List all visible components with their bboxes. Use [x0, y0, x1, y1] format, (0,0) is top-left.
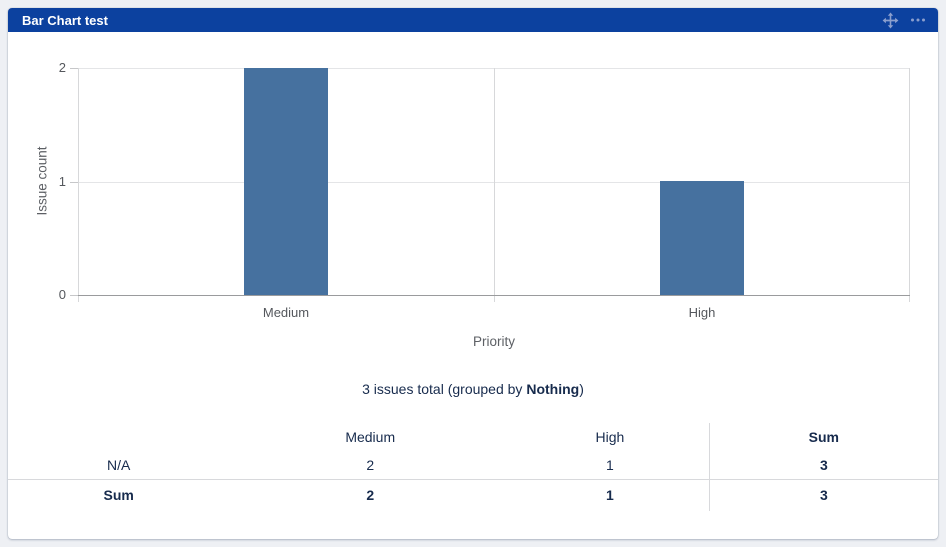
- cell-row-sum: 3: [708, 451, 938, 479]
- cell-value: 1: [606, 456, 614, 473]
- y-axis-line: [78, 68, 79, 302]
- header-cell-sum: Sum: [708, 423, 938, 451]
- table-header-row: Medium High Sum: [8, 423, 938, 451]
- x-category-label-high: High: [688, 305, 716, 320]
- summary-suffix: ): [579, 381, 584, 397]
- row-label: N/A: [106, 456, 131, 473]
- y-tick-1: [70, 182, 78, 183]
- summary-prefix: 3 issues total (grouped by: [362, 381, 527, 397]
- y-tick-label-2: 2: [58, 60, 66, 75]
- y-tick-2: [70, 68, 78, 69]
- bar-chart-gadget: Bar Chart test Issue count 0 1 2 Medium Hig: [8, 8, 938, 539]
- gadget-title: Bar Chart test: [22, 12, 108, 28]
- cell-value: 2: [366, 456, 375, 473]
- gadget-header: Bar Chart test: [8, 8, 938, 32]
- summary-table: Medium High Sum N/A 2 1 3 Sum 2 1 3: [8, 423, 938, 511]
- bar-high[interactable]: [660, 181, 744, 295]
- gadget-header-actions: [882, 8, 926, 32]
- summary-text: 3 issues total (grouped by Nothing): [8, 379, 938, 399]
- cell-value: 1: [511, 478, 710, 511]
- plot-area: 0 1 2 Medium High: [59, 60, 910, 320]
- bar-medium[interactable]: [244, 68, 328, 295]
- x-axis-line: [78, 295, 910, 296]
- header-cell-high: High: [595, 429, 625, 445]
- move-icon[interactable]: [882, 12, 899, 29]
- x-axis-title: Priority: [472, 334, 516, 349]
- y-tick-0: [70, 295, 78, 296]
- row-label: Sum: [8, 478, 230, 511]
- cell-value: 2: [229, 478, 512, 511]
- cell-grand-total: 3: [708, 478, 938, 511]
- plot-right-border: [909, 68, 910, 302]
- y-tick-label-0: 0: [58, 287, 66, 302]
- more-options-icon[interactable]: [910, 12, 926, 28]
- header-cell-empty: [8, 423, 229, 451]
- header-cell-medium: Medium: [345, 429, 396, 445]
- summary-group-by: Nothing: [526, 381, 580, 397]
- y-tick-label-1: 1: [58, 174, 66, 189]
- x-category-label-medium: Medium: [262, 305, 310, 320]
- table-row-sum: Sum 2 1 3: [8, 478, 938, 511]
- table-row-na: N/A 2 1 3: [8, 451, 938, 479]
- gridline-x-1: [494, 68, 495, 302]
